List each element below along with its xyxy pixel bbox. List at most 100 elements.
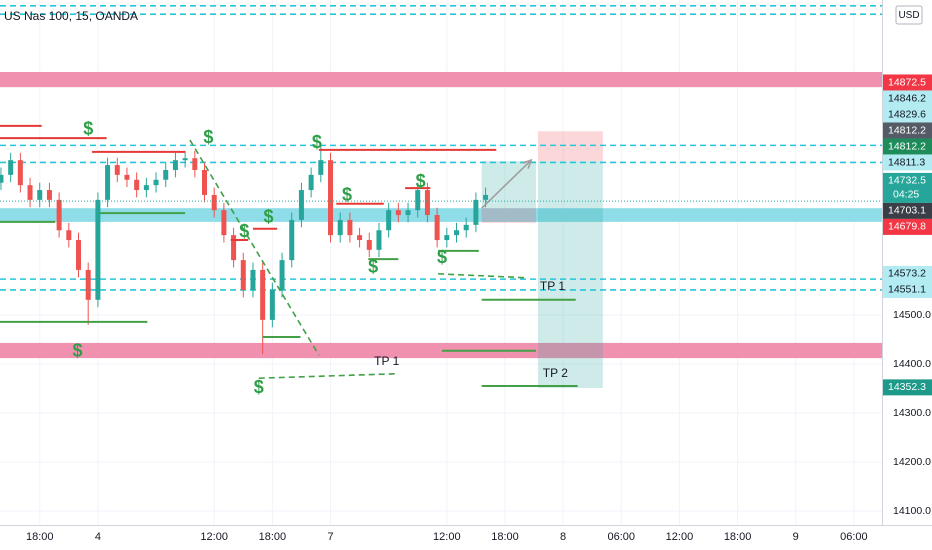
candle-body (124, 174, 130, 180)
candle-body (279, 260, 285, 291)
candle-body (46, 190, 52, 200)
candle-body (483, 194, 489, 200)
candle-body (424, 190, 430, 216)
dollar-marker: $ (368, 257, 378, 277)
price-axis: 14872.5 14846.2 14829.6 14812.2 14812.2 14811… (883, 74, 932, 517)
candle-body (0, 174, 4, 183)
dollar-marker: $ (203, 127, 213, 147)
candle-body (211, 194, 217, 211)
candle-body (308, 174, 314, 191)
candle-body (163, 169, 169, 180)
candle-body (376, 230, 382, 250)
dollar-marker: $ (437, 247, 447, 267)
candle-body (250, 269, 256, 291)
candle-body (454, 230, 460, 236)
price-label-box (883, 202, 932, 219)
candle-body (221, 210, 227, 236)
dollar-marker: $ (73, 340, 83, 360)
candle-body (240, 260, 246, 291)
price-label: 14703.1 (888, 205, 926, 217)
dollar-marker: $ (263, 207, 273, 227)
candle-body (202, 169, 208, 195)
x-tick-label: 18:00 (491, 531, 519, 543)
price-label: 14352.3 (888, 381, 926, 393)
price-label: 14811.3 (888, 156, 925, 168)
y-tick-label: 14400.0 (893, 358, 931, 370)
x-tick-label: 4 (95, 531, 101, 543)
annotation: TP 2 (543, 366, 568, 380)
candle-body (366, 240, 372, 250)
candle-body (114, 165, 120, 175)
dollar-marker: $ (342, 185, 352, 205)
price-label-box (883, 172, 932, 203)
candle-body (386, 210, 392, 231)
price-label: 14732.5 (888, 175, 926, 187)
price-label: 14846.2 (888, 92, 926, 104)
dollar-marker: $ (239, 221, 249, 241)
candle-body (85, 269, 91, 300)
zone (0, 71, 882, 88)
dollar-marker: $ (416, 171, 426, 191)
position-box (481, 208, 536, 223)
dollar-marker: $ (83, 119, 93, 139)
position-box (537, 131, 603, 162)
y-tick-label: 14500.0 (893, 309, 931, 321)
candle-body (17, 160, 23, 186)
candle-body (8, 160, 14, 175)
x-tick-label: 18:00 (26, 531, 54, 543)
currency[interactable]: USD (898, 10, 919, 21)
candle-body (231, 235, 237, 261)
price-label-box (883, 218, 932, 235)
price-label: 14679.8 (888, 221, 926, 233)
candle-body (66, 230, 72, 241)
countdown: 04:25 (893, 189, 919, 201)
price-label: 14551.1 (888, 284, 926, 296)
y-tick-label: 14200.0 (893, 456, 931, 468)
zone (0, 208, 882, 222)
price-label: 14829.6 (888, 108, 926, 120)
trend-line (189, 139, 320, 356)
arrow-line (481, 159, 532, 209)
candle-body (463, 224, 469, 231)
price-label-box (883, 74, 932, 91)
price-label-box (883, 281, 932, 298)
candle-body (318, 160, 324, 175)
candle-body (56, 199, 62, 231)
candle-body (289, 219, 295, 261)
price-label: 14573.2 (888, 268, 926, 280)
x-tick-label: 8 (560, 531, 566, 543)
trend-line (258, 372, 396, 380)
candle-body (337, 219, 343, 236)
trend-line (438, 273, 527, 279)
x-tick-label: 12:00 (666, 531, 694, 543)
annotation: TP 1 (374, 354, 399, 368)
x-tick-label: 18:00 (724, 531, 752, 543)
price-label-box (883, 379, 932, 396)
candle-body (27, 185, 33, 200)
price-label-box (883, 138, 932, 155)
candle-body (134, 179, 140, 191)
candle-body (357, 235, 363, 241)
price-label: 14812.2 (888, 124, 926, 136)
price-label-box (883, 154, 932, 171)
y-tick-label: 14100.0 (893, 505, 931, 517)
zone (0, 342, 882, 359)
candle-body (473, 199, 479, 225)
x-tick-label: 18:00 (259, 531, 287, 543)
position-box (537, 161, 603, 389)
arrow-head (522, 158, 533, 169)
candle-body (444, 235, 450, 241)
candle-body (105, 165, 111, 200)
candle-body (192, 158, 198, 170)
price-label-box (883, 90, 932, 107)
x-tick-label: 12:00 (433, 531, 461, 543)
plot-area: $ $ $ $ $ $ $ $ $ $ $ TP 1 TP 1 TP 2 (0, 0, 882, 525)
currency-box[interactable] (895, 5, 923, 25)
x-tick-label: 7 (327, 531, 333, 543)
candle-body (37, 190, 43, 200)
candle-body (328, 160, 334, 236)
candle-body (143, 185, 149, 191)
